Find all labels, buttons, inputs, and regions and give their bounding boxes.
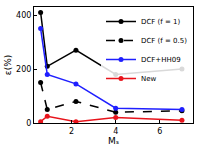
svg-text:400: 400 bbox=[16, 11, 31, 20]
svg-text:DCF (f = 1): DCF (f = 1) bbox=[141, 18, 180, 26]
svg-text:New: New bbox=[141, 75, 157, 83]
svg-text:Mₛ: Mₛ bbox=[108, 136, 119, 146]
svg-text:4: 4 bbox=[113, 127, 118, 136]
svg-text:DCF (f = 0.5): DCF (f = 0.5) bbox=[141, 37, 187, 45]
svg-text:0: 0 bbox=[26, 119, 31, 128]
svg-text:2: 2 bbox=[69, 127, 74, 136]
svg-text:ε(%): ε(%) bbox=[3, 55, 13, 75]
svg-text:DCF+HH09: DCF+HH09 bbox=[141, 56, 181, 64]
svg-text:200: 200 bbox=[16, 65, 31, 74]
svg-text:6: 6 bbox=[157, 127, 162, 136]
